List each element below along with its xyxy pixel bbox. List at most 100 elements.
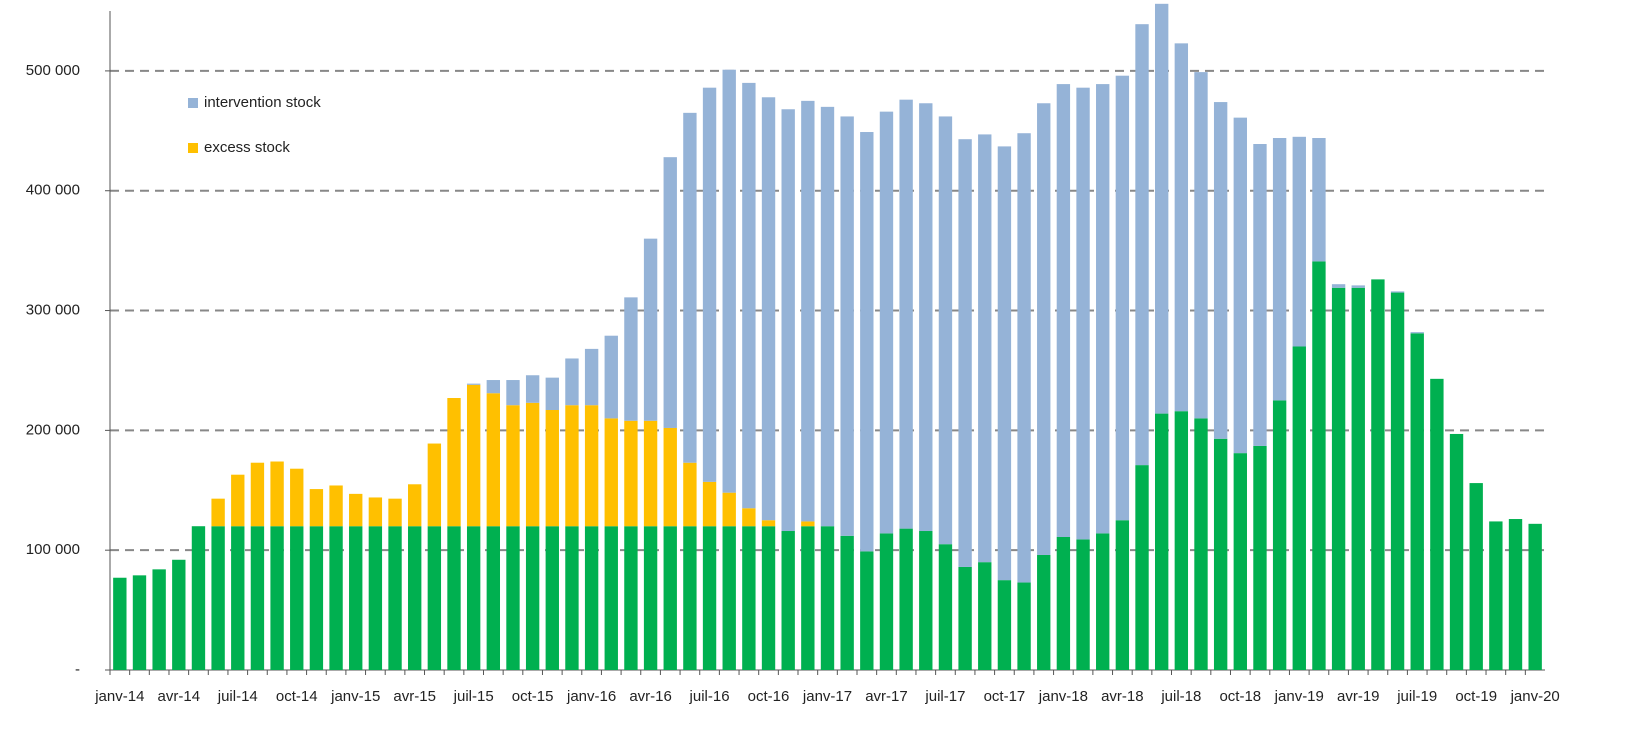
- bar-segment: [722, 492, 736, 527]
- bar-segment: [938, 544, 953, 670]
- bar-segment: [1233, 453, 1247, 670]
- y-tick-label: -: [75, 661, 80, 678]
- bar-segment: [604, 335, 618, 419]
- bar-segment: [211, 526, 225, 670]
- bar-segment: [368, 497, 383, 527]
- bar-segment: [742, 508, 756, 527]
- bar-segment: [1096, 84, 1110, 534]
- bar-segment: [761, 520, 776, 527]
- bar-segment: [172, 559, 186, 670]
- bar-segment: [1194, 418, 1208, 670]
- bar-segment: [584, 348, 599, 406]
- bar-segment: [584, 526, 599, 670]
- bar-segment: [1213, 102, 1228, 439]
- bar-segment: [663, 157, 677, 428]
- x-tick-label: janv-20: [1510, 688, 1560, 705]
- bar-segment: [722, 526, 736, 670]
- bar-segment: [525, 375, 540, 403]
- x-tick-label: avr-15: [393, 688, 436, 705]
- bar-segment: [997, 146, 1012, 581]
- bar-segment: [309, 489, 324, 527]
- x-tick-label: janv-19: [1274, 688, 1324, 705]
- bar-segment: [1528, 523, 1542, 670]
- bar-segment: [1017, 582, 1031, 670]
- bar-segment: [1096, 533, 1110, 670]
- bar-segment: [860, 132, 874, 552]
- bar-segment: [545, 377, 559, 410]
- bar-segment: [388, 498, 402, 527]
- x-tick-label: avr-19: [1337, 688, 1380, 705]
- bar-segment: [1076, 87, 1090, 540]
- bar-segment: [1056, 84, 1071, 538]
- bar-segment: [683, 526, 697, 670]
- bar-segment: [624, 297, 638, 421]
- bar-segment: [1449, 433, 1464, 670]
- bar-segment: [1272, 400, 1287, 670]
- bar-segment: [1154, 413, 1169, 670]
- bar-segment: [427, 443, 442, 527]
- bar-segment: [879, 533, 894, 670]
- bar-segment: [1233, 117, 1247, 454]
- x-tick-label: oct-14: [276, 688, 318, 705]
- x-tick-label: juil-17: [924, 688, 965, 705]
- bar-segment: [643, 420, 658, 527]
- bar-segment: [978, 134, 992, 563]
- bar-segment: [132, 575, 147, 670]
- x-tick-label: janv-16: [566, 688, 616, 705]
- bar-segment: [820, 526, 835, 670]
- bar-segment: [1056, 537, 1071, 670]
- x-tick-label: avr-14: [158, 688, 201, 705]
- bar-segment: [466, 526, 481, 670]
- bar-segment: [1469, 483, 1483, 670]
- bar-segment: [958, 139, 972, 567]
- x-tick-label: juil-19: [1396, 688, 1437, 705]
- bar-segment: [349, 526, 363, 670]
- bar-segment: [506, 380, 520, 406]
- bar-segment: [1331, 287, 1346, 670]
- bar-segment: [1154, 3, 1169, 414]
- bar-segment: [565, 526, 579, 670]
- x-tick-label: janv-17: [802, 688, 852, 705]
- bar-segment: [1115, 520, 1130, 670]
- bar-segment: [604, 418, 618, 527]
- bar-segment: [506, 405, 520, 527]
- bar-segment: [525, 402, 540, 527]
- bar-segment: [309, 526, 324, 670]
- x-tick-label: juil-16: [689, 688, 730, 705]
- x-tick-label: avr-18: [1101, 688, 1144, 705]
- bar-segment: [427, 526, 442, 670]
- x-tick-label: oct-16: [748, 688, 790, 705]
- bar-segment: [624, 526, 638, 670]
- bar-segment: [231, 526, 245, 670]
- bar-segment: [820, 106, 835, 527]
- bar-segment: [722, 69, 736, 493]
- bar-segment: [545, 409, 559, 527]
- bar-segment: [329, 485, 343, 527]
- bar-segment: [801, 526, 815, 670]
- y-tick-label: 100 000: [26, 541, 80, 558]
- bar-segment: [290, 526, 304, 670]
- bar-segment: [250, 462, 265, 527]
- bar-segment: [270, 526, 284, 670]
- bar-segment: [1037, 554, 1051, 670]
- x-tick-label: avr-16: [629, 688, 672, 705]
- bar-segment: [801, 521, 815, 527]
- bar-segment: [997, 580, 1012, 670]
- bar-segment: [290, 468, 304, 527]
- bar-segment: [1135, 24, 1149, 466]
- x-tick-label: juil-14: [217, 688, 258, 705]
- bar-segment: [1331, 284, 1346, 288]
- x-tick-label: oct-19: [1455, 688, 1497, 705]
- x-tick-label: janv-18: [1038, 688, 1088, 705]
- bar-segment: [1351, 287, 1365, 670]
- x-tick-label: janv-15: [330, 688, 380, 705]
- x-tick-label: oct-15: [512, 688, 554, 705]
- bar-segment: [781, 109, 795, 532]
- bar-segment: [663, 526, 677, 670]
- bar-segment: [349, 493, 363, 527]
- bar-segment: [1253, 445, 1267, 670]
- bar-segment: [152, 569, 166, 670]
- bar-segment: [860, 551, 874, 670]
